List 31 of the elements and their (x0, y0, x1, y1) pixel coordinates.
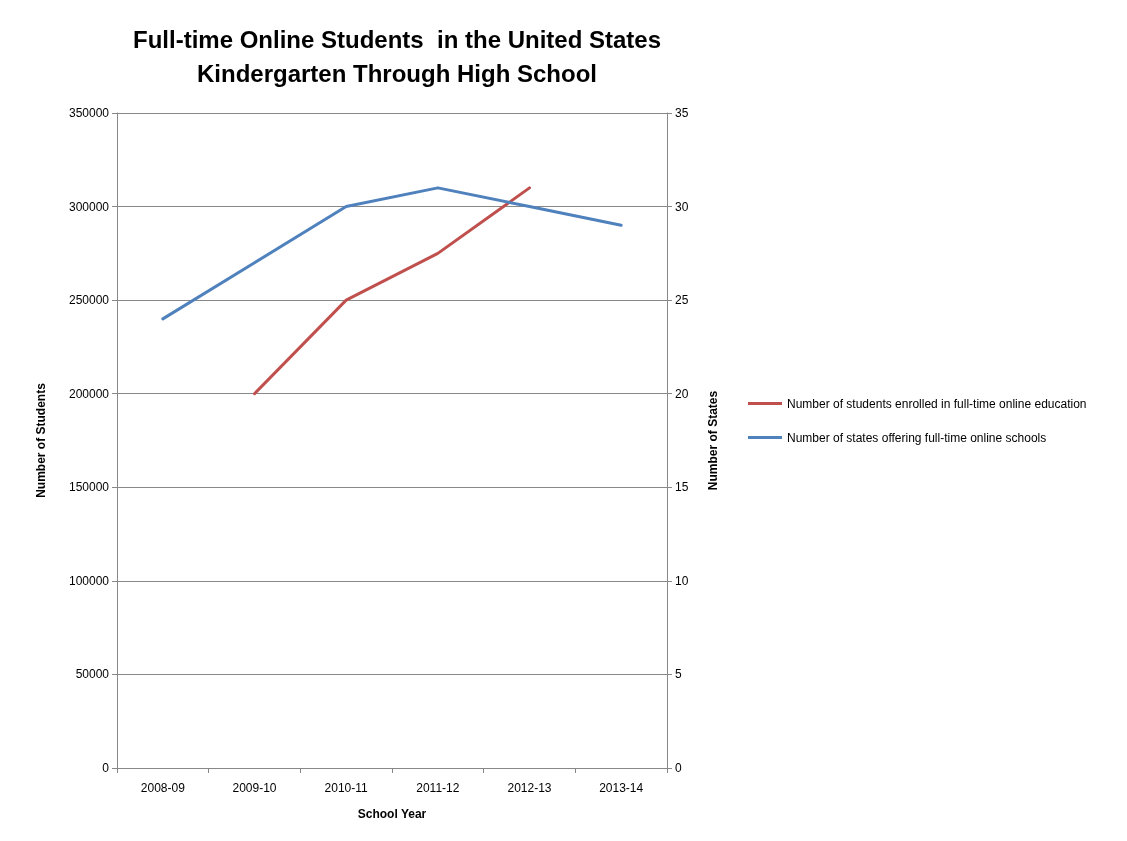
y-tick-label: 0 (102, 761, 110, 775)
y-tick-label: 100000 (68, 573, 110, 588)
x-tick-label: 2008-09 (140, 781, 186, 795)
y2-tick-label: 5 (675, 667, 682, 682)
chart-subtitle: Kindergarten Through High School (197, 59, 597, 87)
y-tick-label: 350000 (68, 106, 110, 120)
y2-tick-label: 15 (675, 480, 689, 495)
y-tick-label: 200000 (68, 386, 110, 401)
legend-label: Number of students enrolled in full-time online education (787, 396, 1087, 411)
x-tick-label: 2010-11 (324, 781, 369, 795)
y-axis-title: Number of Students (34, 382, 48, 498)
line-series (253, 186, 531, 396)
legend-label: Number of states offering full-time online schools (787, 430, 1047, 445)
y2-tick-label: 35 (675, 106, 689, 120)
y2-tick-label: 30 (675, 199, 689, 214)
y2-tick-label: 0 (675, 761, 682, 775)
x-tick-label: 2011-12 (416, 781, 460, 795)
y2-axis-title: Number of States (706, 390, 720, 491)
chart-title: Full-time Online Students in the United States (132, 25, 662, 53)
x-axis-title: School Year (357, 807, 427, 821)
y-tick-label: 150000 (68, 480, 110, 495)
y-tick-label: 250000 (68, 293, 110, 308)
y-tick-label: 300000 (68, 199, 110, 214)
x-tick-label: 2009-10 (232, 781, 277, 795)
y-tick-label: 50000 (75, 667, 110, 682)
line-series (161, 186, 623, 321)
y2-tick-label: 25 (675, 293, 689, 308)
y2-tick-label: 10 (675, 573, 689, 588)
x-tick-label: 2013-14 (599, 781, 644, 795)
x-tick-label: 2012-13 (507, 781, 552, 795)
y2-tick-label: 20 (675, 386, 689, 401)
